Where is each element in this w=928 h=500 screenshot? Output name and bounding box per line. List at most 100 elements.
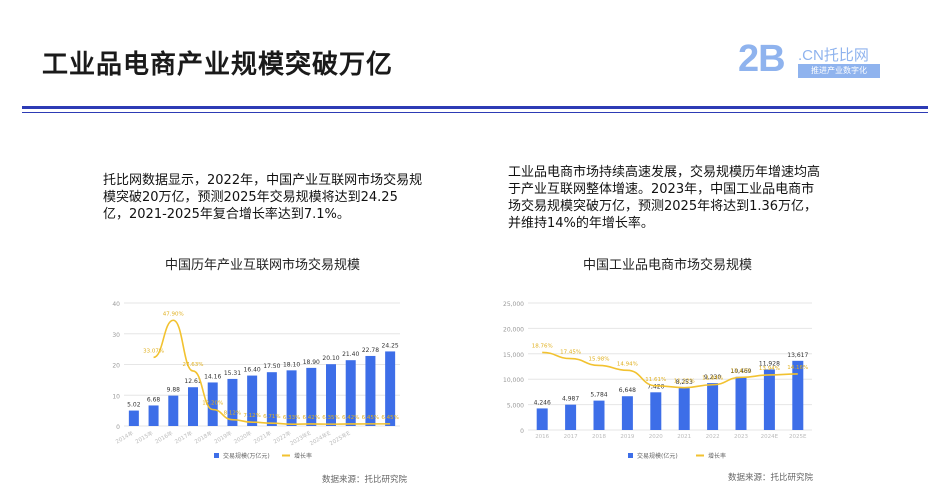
- x-tick-label: 2019年: [213, 429, 234, 446]
- growth-rate-label: 14.16%: [787, 365, 808, 371]
- x-tick-label: 2021: [677, 434, 691, 440]
- bar-value-label: 12.61: [184, 378, 201, 385]
- bar: [168, 395, 179, 426]
- y-tick-label: 30: [112, 332, 120, 339]
- growth-rate-label: 12.20%: [202, 401, 223, 407]
- growth-rate-label: 7.12%: [243, 413, 260, 419]
- growth-rate-label: 47.90%: [163, 311, 184, 317]
- x-tick-label: 2017: [564, 434, 578, 440]
- bar: [247, 375, 258, 426]
- growth-rate-label: 27.63%: [183, 362, 204, 368]
- bar-value-label: 6,648: [619, 387, 636, 394]
- bar-value-label: 13,617: [787, 352, 808, 359]
- growth-rate-label: 8.12%: [224, 411, 241, 417]
- right-paragraph: 工业品电商市场持续高速发展，交易规模历年增速均高于产业互联网整体增速。2023年…: [508, 165, 821, 231]
- growth-rate-label: 6.35%: [322, 415, 339, 421]
- y-tick-label: 0: [116, 424, 120, 431]
- bar-value-label: 5,784: [590, 392, 607, 399]
- growth-rate-label: 15.98%: [589, 356, 610, 362]
- growth-rate-label: 6.71%: [263, 414, 280, 420]
- y-tick-label: 5,000: [507, 403, 524, 410]
- growth-rate-label: 13.94%: [759, 366, 780, 372]
- legend-bar-label: 交易规模(亿元): [637, 452, 678, 460]
- bar: [266, 372, 277, 426]
- growth-rate-label: 17.45%: [560, 350, 581, 356]
- bar: [707, 383, 719, 430]
- bar-value-label: 24.25: [382, 342, 399, 349]
- bar-value-label: 22.78: [362, 347, 379, 354]
- y-tick-label: 40: [112, 301, 120, 308]
- bar: [326, 364, 336, 426]
- bar-value-label: 11,928: [759, 360, 780, 367]
- x-tick-label: 2020: [649, 434, 663, 440]
- growth-rate-label: 14.94%: [617, 361, 638, 367]
- y-tick-label: 0: [520, 428, 524, 435]
- bar-value-label: 14.16: [204, 373, 221, 380]
- x-tick-label: 2016年: [153, 429, 174, 446]
- bar: [148, 405, 159, 426]
- bar: [735, 376, 747, 430]
- x-tick-label: 2019: [620, 434, 634, 440]
- x-tick-label: 2023: [734, 434, 748, 440]
- growth-rate-label: 11.84%: [702, 376, 723, 382]
- growth-rate-label: 11.22%: [674, 379, 695, 385]
- bar: [385, 351, 396, 426]
- x-tick-label: 2017年: [173, 429, 194, 446]
- growth-rate-label: 6.33%: [283, 415, 300, 421]
- bar-value-label: 7,420: [647, 383, 664, 390]
- header-rule-thick: [22, 106, 928, 109]
- bar: [650, 392, 662, 430]
- legend-bar-swatch: [628, 453, 633, 458]
- x-tick-label: 2025E: [789, 434, 807, 440]
- bar-value-label: 4,987: [562, 396, 579, 403]
- x-tick-label: 2023年E: [288, 429, 312, 448]
- bar-value-label: 16.40: [244, 367, 261, 374]
- x-tick-label: 2024年E: [308, 429, 332, 448]
- bar: [345, 360, 356, 426]
- bar: [621, 396, 633, 430]
- x-tick-label: 2014年: [114, 429, 135, 446]
- bar-value-label: 6.68: [147, 396, 161, 403]
- bar: [188, 387, 198, 426]
- x-tick-label: 2020年: [232, 429, 253, 446]
- bar: [763, 369, 775, 430]
- bar-value-label: 8,253: [676, 379, 693, 386]
- legend-bar-label: 交易规模(万亿元): [223, 452, 270, 460]
- growth-rate-label: 6.45%: [362, 415, 379, 421]
- bar-value-label: 4,246: [534, 399, 551, 406]
- y-tick-label: 20,000: [503, 326, 524, 333]
- bar: [207, 382, 218, 426]
- y-tick-label: 15,000: [503, 352, 524, 359]
- y-tick-label: 10,000: [503, 377, 524, 384]
- y-tick-label: 25,000: [503, 301, 524, 308]
- x-tick-label: 2024E: [761, 434, 779, 440]
- bar-value-label: 10,469: [731, 368, 752, 375]
- bar-value-label: 9,230: [704, 374, 721, 381]
- y-tick-label: 20: [112, 363, 120, 370]
- bar-value-label: 18.90: [303, 359, 320, 366]
- growth-rate-label: 33.07%: [143, 348, 164, 354]
- brand-logo: 2B .CN托比网 推进产业数字化: [738, 38, 888, 84]
- legend-bar-swatch: [214, 453, 219, 458]
- bar-value-label: 21.40: [342, 351, 359, 358]
- y-tick-label: 10: [112, 393, 120, 400]
- source-right: 数据来源：托比研究院: [728, 473, 814, 483]
- logo-domain: .CN托比网: [798, 47, 869, 64]
- bar-value-label: 9.88: [167, 387, 181, 394]
- bar: [792, 360, 804, 430]
- bar: [678, 388, 690, 430]
- chart-title-left: 中国历年产业互联网市场交易规模: [165, 258, 361, 273]
- bar-value-label: 20.10: [322, 355, 339, 362]
- x-tick-label: 2018年: [193, 429, 214, 446]
- bar-value-label: 5.02: [127, 402, 141, 409]
- bar: [227, 378, 238, 426]
- growth-rate-line: [542, 351, 798, 389]
- x-tick-label: 2021年: [252, 429, 273, 446]
- legend-line-label: 增长率: [294, 452, 312, 460]
- growth-rate-label: 6.45%: [381, 415, 398, 421]
- chart-title-right: 中国工业品电商市场交易规模: [583, 258, 753, 273]
- growth-rate-label: 6.42%: [303, 415, 320, 421]
- x-tick-label: 2016: [535, 434, 549, 440]
- growth-rate-line: [153, 319, 391, 425]
- bar-value-label: 15.31: [224, 370, 241, 377]
